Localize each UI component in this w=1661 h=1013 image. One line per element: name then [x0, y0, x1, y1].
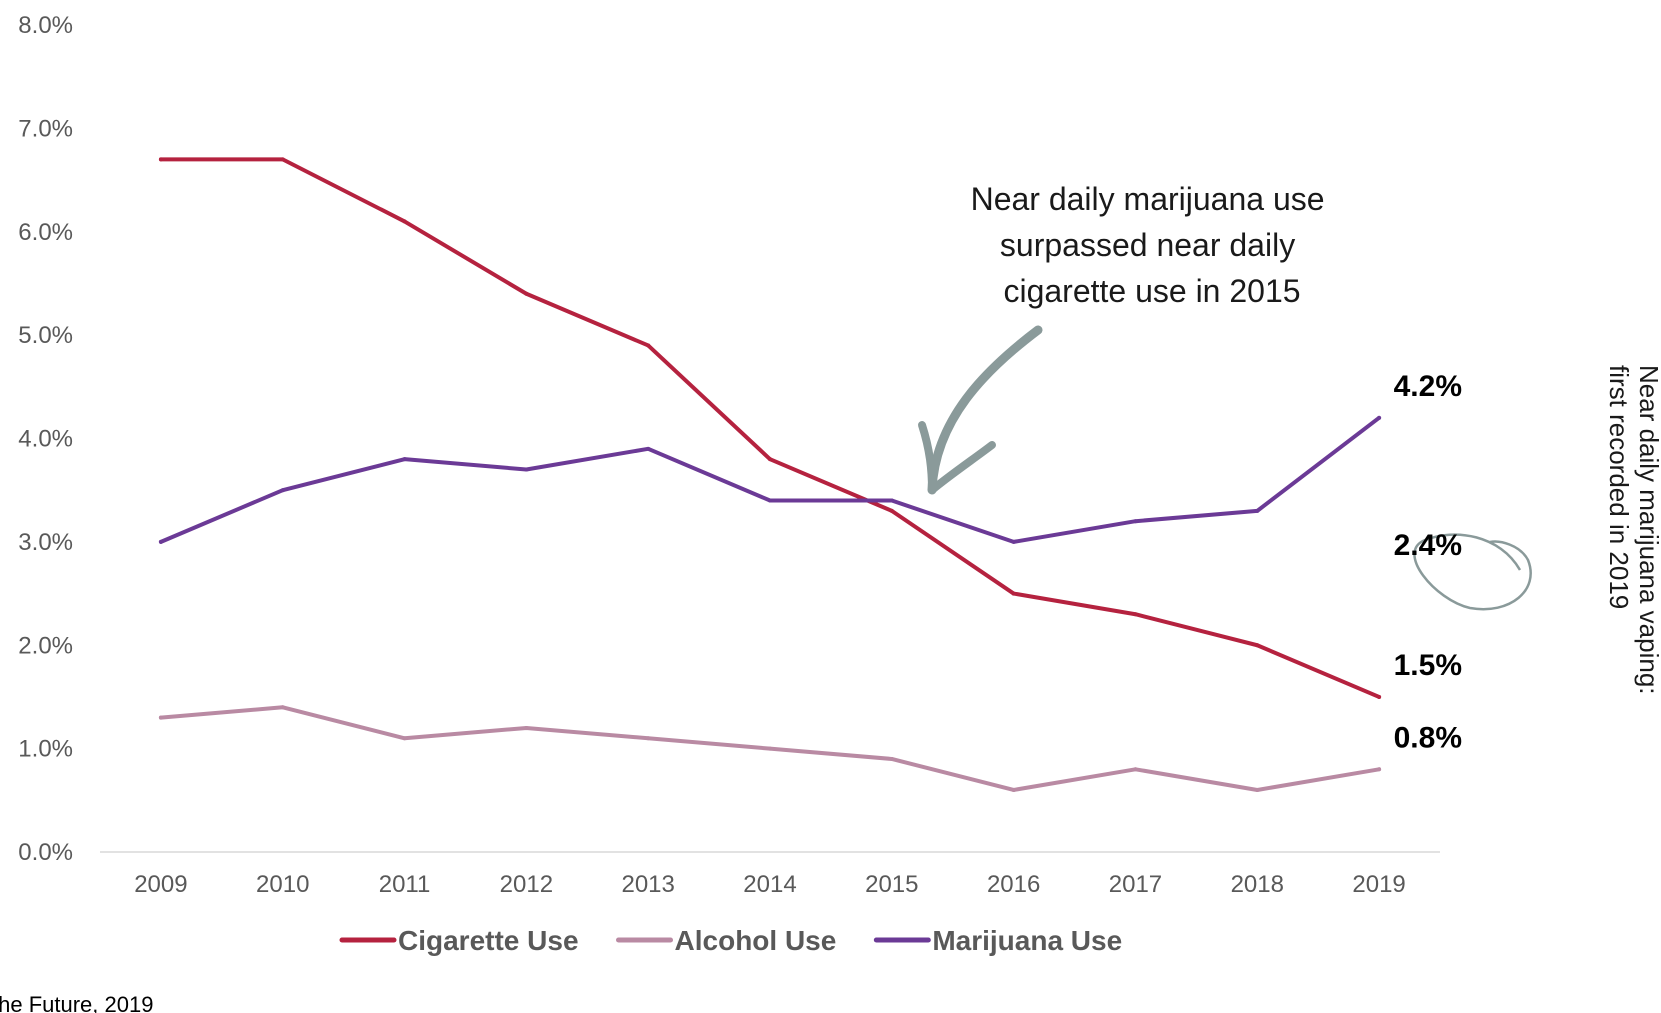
alcohol-use-point	[768, 746, 772, 751]
vaping-label-group: 2.4%	[1394, 529, 1532, 611]
marijuana-use-line	[158, 415, 1382, 544]
alcohol-use-point	[158, 715, 163, 720]
alcohol-use-point	[1011, 787, 1016, 792]
y-tick-label: 3.0%	[18, 529, 73, 556]
x-tick-label: 2009	[134, 871, 187, 898]
source-text: the Future, 2019	[0, 992, 153, 1013]
annotation-line-3: cigarette use in 2015	[1003, 273, 1300, 309]
x-tick-label: 2016	[987, 871, 1040, 898]
alcohol-use-point	[889, 756, 894, 761]
side-note-line-2: first recorded in 2019	[1604, 365, 1634, 609]
cigarette-use-point	[280, 157, 285, 162]
x-tick-label: 2017	[1109, 871, 1162, 898]
alcohol-use-point	[280, 705, 285, 710]
marijuana-use-point	[158, 539, 163, 544]
legend: Cigarette Use Alcohol Use Marijuana Use	[339, 925, 1122, 956]
x-tick-label: 2013	[621, 871, 674, 898]
cigarette-use-point	[768, 457, 772, 462]
alcohol-use-end-label: 0.8%	[1394, 721, 1462, 754]
marijuana-use-point	[280, 488, 285, 493]
alcohol-use-point	[646, 736, 651, 741]
x-tick-label: 2012	[500, 871, 553, 898]
cigarette-use-point	[889, 508, 894, 513]
x-tick-label: 2019	[1352, 871, 1405, 898]
y-tick-label: 0.0%	[18, 839, 73, 866]
series-lines	[158, 157, 1382, 792]
alcohol-use-point	[1255, 787, 1260, 792]
cigarette-use-end-label: 1.5%	[1394, 649, 1462, 682]
marijuana-use-end-label: 4.2%	[1394, 370, 1462, 403]
marijuana-use-point	[1377, 415, 1382, 420]
x-tick-label: 2014	[743, 871, 796, 898]
annotation-text: Near daily marijuana use surpassed near …	[971, 181, 1334, 309]
x-tick-label: 2010	[256, 871, 309, 898]
cigarette-use-point	[158, 157, 163, 162]
x-tick-label: 2011	[379, 871, 431, 898]
cigarette-use-point	[1377, 694, 1382, 699]
cigarette-use-point	[524, 291, 529, 296]
side-note: Near daily marijuana vaping: first recor…	[1604, 365, 1661, 695]
x-axis-tick-labels: 2009 2010 2011 2012 2013 2014 2015 2016 2017 2018…	[134, 871, 1406, 898]
alcohol-use-point	[1133, 767, 1138, 772]
y-tick-label: 2.0%	[18, 632, 73, 659]
cigarette-use-point	[646, 343, 651, 348]
side-note-line-1: Near daily marijuana vaping:	[1634, 365, 1661, 695]
alcohol-use-point	[402, 736, 407, 741]
arrow-shaft	[927, 325, 1043, 495]
marijuana-use-point	[768, 498, 772, 503]
y-tick-label: 1.0%	[18, 736, 73, 763]
alcohol-use-point	[524, 725, 529, 730]
marijuana-use-point	[1133, 519, 1138, 524]
cigarette-use-point	[1255, 643, 1260, 648]
marijuana-use-point	[1255, 508, 1260, 513]
legend-label-cigarette-use: Cigarette Use	[398, 925, 579, 956]
y-tick-label: 6.0%	[18, 219, 73, 246]
x-tick-label: 2015	[865, 871, 918, 898]
annotation-arrow	[918, 325, 1043, 495]
end-labels: 1.5% 0.8% 4.2%	[1394, 370, 1462, 754]
y-tick-label: 5.0%	[18, 322, 73, 349]
legend-label-alcohol-use: Alcohol Use	[675, 925, 837, 956]
y-tick-label: 4.0%	[18, 426, 73, 453]
annotation-line-2: surpassed near daily	[1000, 227, 1295, 263]
arrow-head	[918, 421, 996, 494]
cigarette-use-point	[1011, 591, 1016, 596]
cigarette-use-point	[1133, 612, 1138, 617]
y-tick-label: 7.0%	[18, 115, 73, 142]
cigarette-use-point	[402, 219, 407, 224]
vaping-circle-scribble	[1413, 533, 1532, 611]
marijuana-use-point	[1011, 539, 1016, 544]
marijuana-use-point	[402, 457, 407, 462]
marijuana-use-point	[889, 498, 894, 503]
y-axis-tick-labels: 0.0% 1.0% 2.0% 3.0% 4.0% 5.0% 6.0% 7.0% 8.0%	[18, 12, 73, 866]
y-tick-label: 8.0%	[18, 12, 73, 39]
alcohol-use-point	[1377, 767, 1382, 772]
marijuana-use-point	[524, 467, 529, 472]
annotation-line-1: Near daily marijuana use	[971, 181, 1325, 217]
vaping-label: 2.4%	[1394, 529, 1462, 562]
legend-label-marijuana-use: Marijuana Use	[932, 925, 1122, 956]
x-tick-label: 2018	[1231, 871, 1284, 898]
marijuana-use-point	[646, 446, 651, 451]
